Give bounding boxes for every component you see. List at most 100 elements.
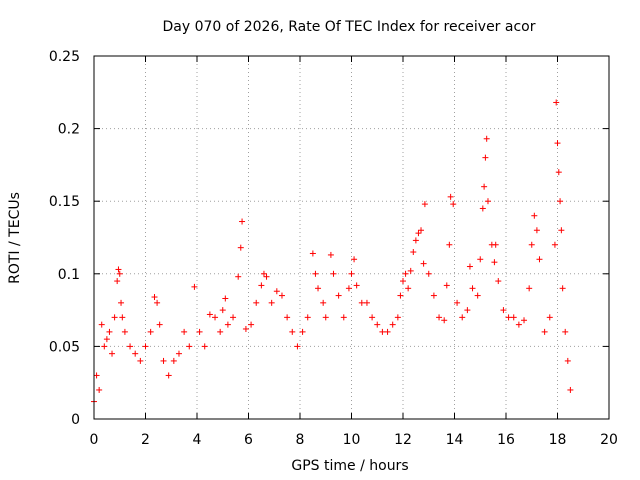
data-point bbox=[315, 285, 322, 292]
data-point bbox=[450, 201, 457, 208]
x-tick-label: 4 bbox=[193, 432, 202, 448]
data-point bbox=[106, 328, 113, 335]
data-point bbox=[443, 282, 450, 289]
data-point bbox=[217, 328, 224, 335]
data-point bbox=[562, 328, 569, 335]
data-point bbox=[441, 317, 448, 324]
data-point bbox=[147, 328, 154, 335]
data-point bbox=[484, 198, 491, 205]
data-point bbox=[278, 292, 285, 299]
data-point bbox=[103, 336, 110, 343]
data-point bbox=[268, 299, 275, 306]
data-point bbox=[320, 299, 327, 306]
data-point bbox=[253, 299, 260, 306]
data-point bbox=[564, 357, 571, 364]
data-point bbox=[345, 285, 352, 292]
data-point bbox=[111, 314, 118, 321]
data-point bbox=[557, 198, 564, 205]
data-point bbox=[312, 270, 319, 277]
data-point bbox=[348, 270, 355, 277]
data-point bbox=[491, 259, 498, 266]
data-point bbox=[389, 321, 396, 328]
data-point bbox=[165, 372, 172, 379]
data-point bbox=[436, 314, 443, 321]
y-tick-label: 0.15 bbox=[49, 194, 80, 210]
data-point bbox=[397, 292, 404, 299]
data-point bbox=[447, 193, 454, 200]
data-point bbox=[553, 99, 560, 106]
x-tick-label: 20 bbox=[600, 432, 618, 448]
data-point bbox=[400, 278, 406, 285]
data-point bbox=[464, 307, 471, 314]
data-point bbox=[551, 241, 558, 248]
data-point bbox=[567, 386, 574, 393]
data-point bbox=[260, 270, 267, 277]
data-point bbox=[151, 294, 158, 301]
data-point bbox=[186, 343, 193, 350]
x-tick-label: 12 bbox=[394, 432, 412, 448]
data-point bbox=[469, 285, 476, 292]
data-point bbox=[335, 292, 342, 299]
data-point bbox=[327, 251, 334, 258]
data-point bbox=[109, 350, 116, 357]
data-point bbox=[555, 169, 562, 176]
data-points bbox=[91, 99, 574, 405]
data-point bbox=[410, 249, 417, 256]
data-point bbox=[528, 241, 535, 248]
data-point bbox=[101, 343, 108, 350]
data-point bbox=[289, 328, 296, 335]
data-point bbox=[559, 285, 566, 292]
data-point bbox=[248, 321, 255, 328]
y-tick-label: 0 bbox=[71, 412, 80, 428]
data-point bbox=[546, 314, 553, 321]
data-point bbox=[495, 278, 502, 285]
data-point bbox=[299, 328, 306, 335]
x-tick-label: 0 bbox=[90, 432, 99, 448]
y-tick-label: 0.1 bbox=[58, 267, 80, 283]
data-point bbox=[98, 321, 105, 328]
data-point bbox=[115, 266, 122, 273]
data-point bbox=[142, 343, 149, 350]
x-tick-label: 14 bbox=[446, 432, 464, 448]
data-point bbox=[358, 299, 365, 306]
data-point bbox=[541, 328, 548, 335]
data-point bbox=[114, 278, 121, 285]
data-point bbox=[116, 270, 123, 277]
data-point bbox=[363, 299, 370, 306]
data-point bbox=[425, 270, 432, 277]
grid-lines bbox=[94, 56, 609, 419]
data-point bbox=[526, 285, 533, 292]
data-point bbox=[483, 135, 490, 142]
data-point bbox=[474, 292, 481, 299]
x-tick-label: 16 bbox=[497, 432, 515, 448]
data-point bbox=[181, 328, 188, 335]
x-tick-label: 18 bbox=[549, 432, 567, 448]
data-point bbox=[454, 299, 461, 306]
data-point bbox=[175, 350, 182, 357]
data-point bbox=[212, 314, 219, 321]
data-point bbox=[531, 212, 538, 219]
data-point bbox=[353, 282, 360, 289]
data-point bbox=[466, 263, 473, 270]
data-point bbox=[446, 241, 453, 248]
data-point bbox=[239, 218, 246, 225]
x-tick-label: 6 bbox=[244, 432, 253, 448]
data-point bbox=[132, 350, 139, 357]
data-point bbox=[237, 244, 244, 251]
data-point bbox=[369, 314, 376, 321]
data-point bbox=[330, 270, 337, 277]
data-point bbox=[93, 372, 100, 379]
data-point bbox=[521, 317, 528, 324]
data-point bbox=[222, 295, 229, 302]
data-point bbox=[505, 314, 512, 321]
data-point bbox=[263, 273, 270, 280]
data-point bbox=[258, 282, 265, 289]
data-point bbox=[481, 183, 488, 190]
data-point bbox=[242, 325, 249, 332]
data-point bbox=[196, 328, 203, 335]
y-axis-label: ROTI / TECUs bbox=[7, 192, 23, 284]
data-point bbox=[430, 292, 437, 299]
data-point bbox=[201, 343, 208, 350]
data-point bbox=[374, 321, 381, 328]
data-point bbox=[533, 227, 540, 234]
